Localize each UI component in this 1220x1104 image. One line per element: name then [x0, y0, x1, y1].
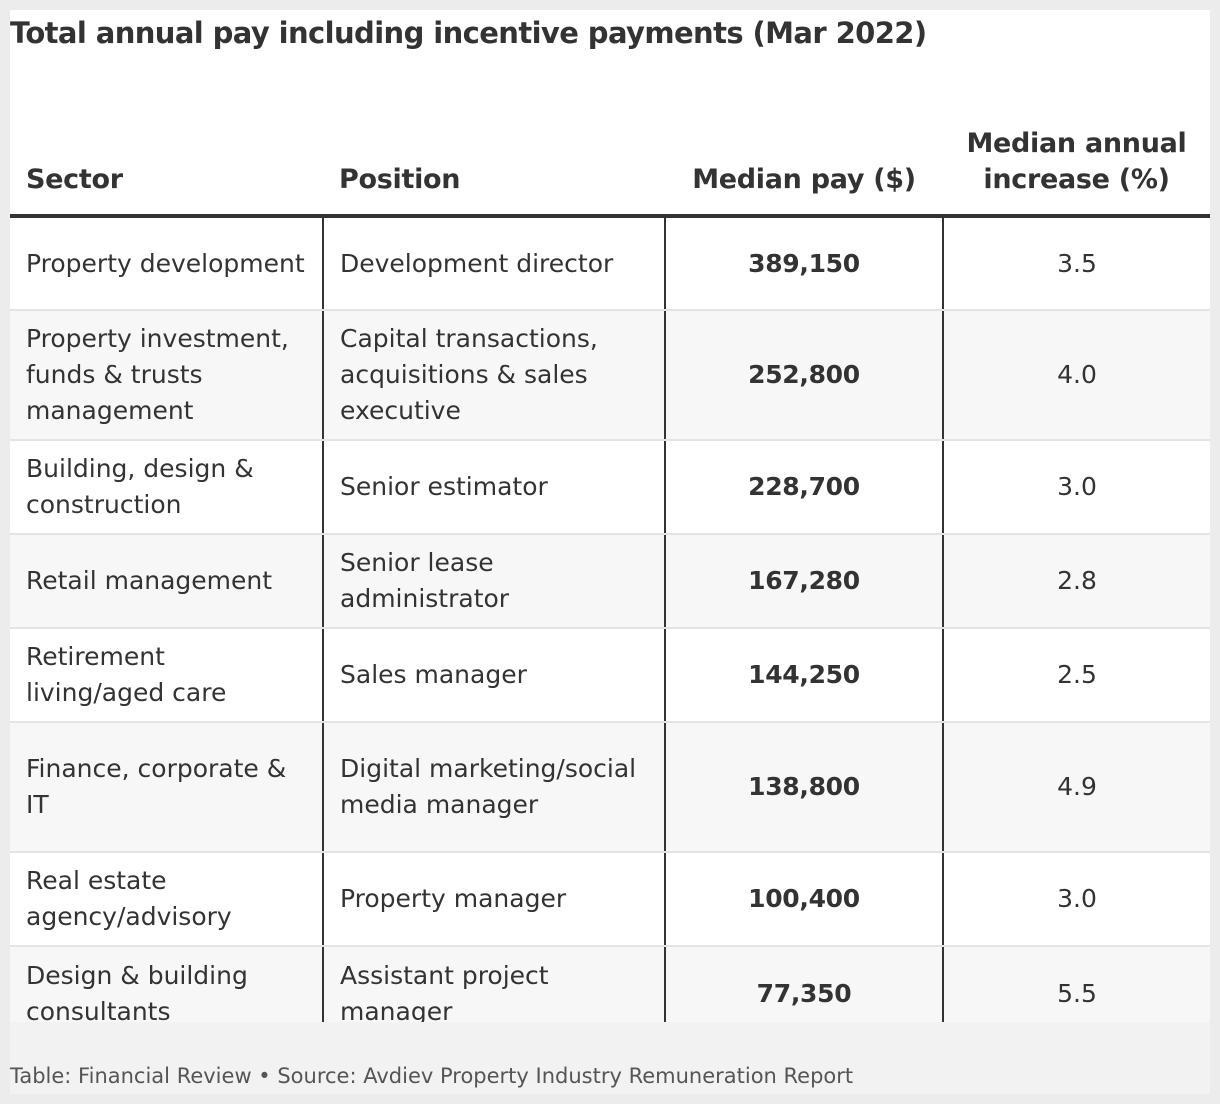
cell-sector: Retirement living/aged care — [10, 628, 323, 723]
table-card: Total annual pay including incentive pay… — [10, 10, 1210, 1094]
cell-median-increase: 3.0 — [942, 852, 1210, 947]
table-row: Design & building consultants Assistant p… — [10, 946, 1210, 1040]
cell-sector: Real estate agency/advisory — [10, 852, 323, 947]
cell-position: Digital marketing/social media manager — [322, 722, 665, 853]
cell-position: Senior lease administrator — [322, 534, 665, 629]
cell-position: Property manager — [322, 852, 665, 947]
cell-sector: Retail management — [10, 534, 323, 629]
column-header-sector: Sector — [10, 102, 323, 218]
cell-median-pay: 167,280 — [664, 534, 943, 629]
cell-median-pay: 100,400 — [664, 852, 943, 947]
cell-position: Development director — [322, 216, 665, 311]
cell-median-increase: 3.5 — [942, 216, 1210, 311]
column-header-median-increase: Median annual increase (%) — [943, 102, 1210, 218]
table-row: Retirement living/aged care Sales manager… — [10, 628, 1210, 723]
table-row: Property development Development director… — [10, 216, 1210, 311]
cell-median-pay: 252,800 — [664, 310, 943, 441]
cell-median-increase: 3.0 — [942, 440, 1210, 535]
column-header-median-pay: Median pay ($) — [665, 102, 943, 218]
table-row: Property investment, funds & trusts mana… — [10, 310, 1210, 441]
chart-title: Total annual pay including incentive pay… — [10, 16, 927, 50]
cell-median-increase: 2.5 — [942, 628, 1210, 723]
cell-sector: Finance, corporate & IT — [10, 722, 323, 853]
cell-position: Senior estimator — [322, 440, 665, 535]
cell-position: Capital transactions, acquisitions & sal… — [322, 310, 665, 441]
cell-sector: Building, design & construction — [10, 440, 323, 535]
cell-sector: Property investment, funds & trusts mana… — [10, 310, 323, 441]
table-body: Property development Development director… — [10, 216, 1210, 1040]
cell-median-pay: 138,800 — [664, 722, 943, 853]
cell-median-pay: 228,700 — [664, 440, 943, 535]
table-row: Finance, corporate & IT Digital marketing… — [10, 722, 1210, 853]
pay-table: Sector Position Median pay ($) Median an… — [10, 102, 1210, 1040]
table-row: Real estate agency/advisory Property mana… — [10, 852, 1210, 947]
cell-sector: Property development — [10, 216, 323, 311]
cell-position: Sales manager — [322, 628, 665, 723]
cell-median-pay: 144,250 — [664, 628, 943, 723]
cell-median-increase: 4.9 — [942, 722, 1210, 853]
column-header-position: Position — [323, 102, 665, 218]
cell-median-increase: 4.0 — [942, 310, 1210, 441]
cell-median-pay: 389,150 — [664, 216, 943, 311]
source-note: Table: Financial Review • Source: Avdiev… — [10, 1064, 854, 1088]
table-row: Building, design & construction Senior es… — [10, 440, 1210, 535]
cell-median-increase: 2.8 — [942, 534, 1210, 629]
header-row: Sector Position Median pay ($) Median an… — [10, 102, 1210, 218]
table-row: Retail management Senior lease administra… — [10, 534, 1210, 629]
footer-band — [10, 1022, 1210, 1094]
